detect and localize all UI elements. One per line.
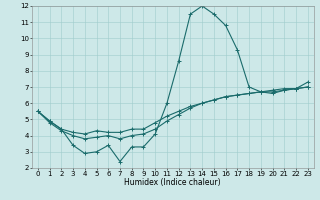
X-axis label: Humidex (Indice chaleur): Humidex (Indice chaleur) bbox=[124, 178, 221, 187]
